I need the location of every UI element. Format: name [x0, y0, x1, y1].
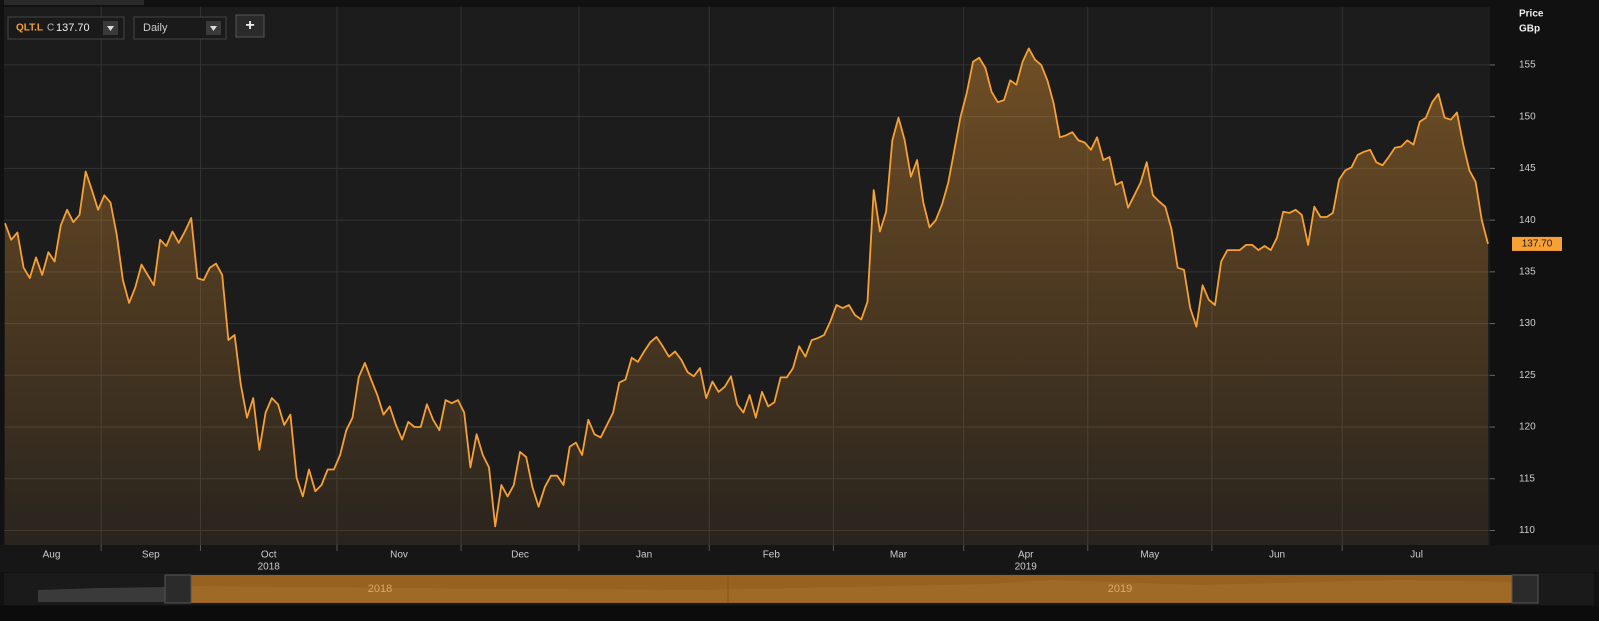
x-tick-label: Jan [636, 550, 652, 561]
navigator-label: 2019 [1108, 583, 1132, 595]
y-tick-label: 115 [1519, 473, 1535, 484]
x-tick-label: Nov [390, 550, 408, 561]
x-tick-label: Aug [43, 550, 61, 561]
y-tick-label: 110 [1519, 525, 1535, 536]
x-tick-label: Jun [1269, 550, 1285, 561]
x-tick-label: Jul [1410, 550, 1423, 561]
y-tick-label: 150 [1519, 111, 1536, 122]
interval: Daily [143, 22, 168, 34]
x-tick-label: Apr [1018, 550, 1034, 561]
y-axis-title: Price [1519, 9, 1544, 20]
last-value-label: 137.70 [1522, 239, 1553, 250]
x-tick-label: Mar [890, 550, 908, 561]
y-tick-label: 145 [1519, 163, 1536, 174]
navigator-window[interactable] [190, 575, 1512, 603]
last-value-tag [1512, 236, 1562, 251]
y-tick-label: 135 [1519, 266, 1536, 277]
x-year-label: 2019 [1015, 562, 1038, 573]
navigator-label: 2018 [368, 583, 392, 595]
dropdown-arrow [210, 26, 217, 31]
x-tick-label: Dec [511, 550, 529, 561]
symbol-box[interactable] [7, 16, 125, 40]
price-line [4, 47, 1489, 528]
navigator-handle-left[interactable] [164, 574, 192, 604]
interval-box[interactable] [133, 16, 227, 40]
navigator-handle-right[interactable] [1511, 574, 1539, 604]
top-tab [4, 0, 144, 5]
bottom-bar [0, 606, 1599, 621]
close-prefix: C [47, 23, 54, 34]
dropdown-arrow [107, 26, 114, 31]
y-tick-label: 125 [1519, 370, 1536, 381]
x-year-label: 2018 [258, 562, 281, 573]
x-axis-strip [0, 545, 1599, 572]
add-button[interactable] [235, 14, 265, 38]
y-tick-label: 120 [1519, 422, 1536, 433]
y-tick-label: 140 [1519, 215, 1536, 226]
close-value: 137.70 [56, 22, 90, 34]
x-tick-label: Feb [763, 550, 781, 561]
y-tick-label: 155 [1519, 60, 1536, 71]
x-tick-label: May [1140, 550, 1159, 561]
y-axis-unit: GBp [1519, 24, 1540, 35]
marks [4, 47, 1489, 546]
area-fill [5, 48, 1488, 546]
x-tick-label: Sep [142, 550, 160, 561]
add-button-label: + [245, 17, 254, 34]
y-tick-label: 130 [1519, 318, 1536, 329]
ticker: QLT.L [16, 23, 43, 34]
x-tick-label: Oct [261, 550, 277, 561]
